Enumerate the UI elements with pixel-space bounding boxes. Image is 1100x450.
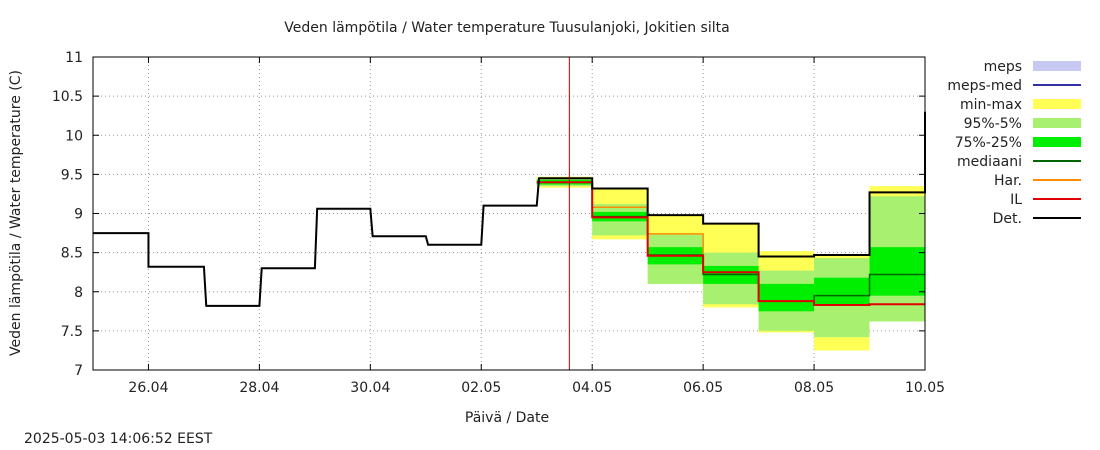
legend-swatch [1033, 118, 1081, 128]
il-line [536, 181, 925, 307]
y-tick-label: 8.5 [61, 246, 83, 262]
y-tick-label: 7 [74, 363, 83, 379]
x-tick-label: 08.05 [794, 380, 834, 396]
legend-label: IL [1010, 192, 1022, 208]
legend-swatch [1033, 99, 1081, 109]
y-axis-ticks: 7 7.5 8 8.5 9 9.5 10 10.5 11 [52, 50, 925, 379]
timestamp: 2025-05-03 14:06:52 EEST [24, 431, 213, 447]
legend-label: 75%-25% [955, 135, 1022, 151]
legend-label: min-max [960, 97, 1022, 113]
x-tick-label: 06.05 [683, 380, 723, 396]
y-tick-label: 10 [65, 128, 83, 144]
y-tick-label: 9 [74, 207, 83, 223]
legend-swatch [1033, 137, 1081, 147]
x-tick-label: 28.04 [239, 380, 279, 396]
legend-label: meps-med [947, 78, 1022, 94]
x-tick-label: 02.05 [461, 380, 501, 396]
x-tick-label: 10.05 [905, 380, 945, 396]
chart-title: Veden lämpötila / Water temperature Tuus… [284, 20, 729, 36]
band-75%-25% [814, 277, 870, 305]
x-tick-label: 30.04 [350, 380, 390, 396]
y-tick-label: 7.5 [61, 324, 83, 340]
band-75%-25% [869, 247, 925, 296]
legend-label: mediaani [957, 154, 1022, 170]
legend-label: meps [984, 59, 1022, 75]
y-tick-label: 9.5 [61, 167, 83, 183]
grid-lines [93, 57, 925, 370]
plot-area [92, 56, 926, 371]
y-tick-label: 11 [65, 50, 83, 66]
x-tick-label: 04.05 [572, 380, 612, 396]
legend-label: 95%-5% [964, 116, 1022, 132]
y-axis-label: Veden lämpötila / Water temperature (C) [8, 70, 24, 356]
band-75%-25% [758, 283, 815, 312]
x-tick-label: 26.04 [128, 380, 168, 396]
legend-label: Det. [993, 211, 1022, 227]
legend-label: Har. [994, 173, 1022, 189]
series-lines [93, 57, 926, 370]
det-line [93, 111, 926, 307]
legend: meps meps-med min-max 95%-5% 75%-25% mediaani… [947, 59, 1081, 227]
x-axis-label: Päivä / Date [465, 410, 549, 426]
y-tick-label: 8 [74, 285, 83, 301]
legend-swatch [1033, 61, 1081, 71]
y-tick-label: 10.5 [52, 89, 83, 105]
x-axis-ticks: 26.04 28.04 30.04 02.05 04.05 06.05 08.05 10.05 [128, 57, 945, 396]
